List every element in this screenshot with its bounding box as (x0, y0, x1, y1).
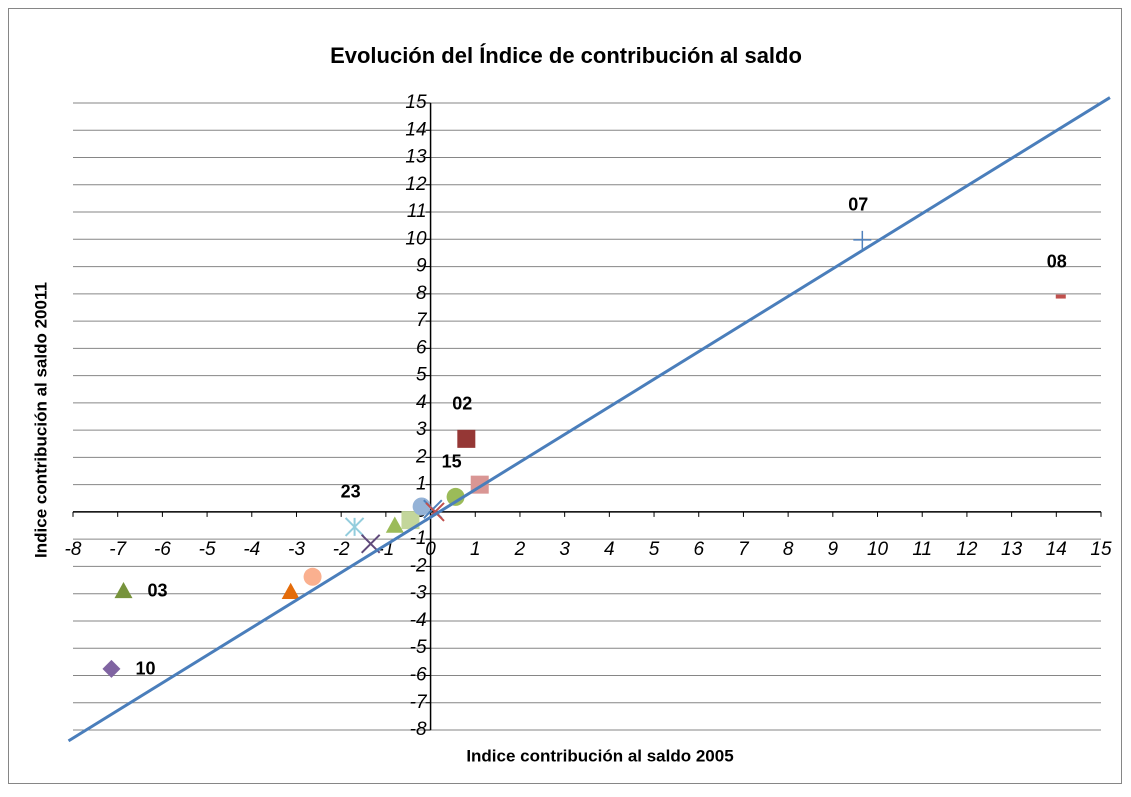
x-tick-label: 3 (559, 539, 570, 560)
y-tick-label: -7 (410, 692, 428, 713)
point-label: 03 (148, 581, 168, 601)
point-label: 08 (1047, 251, 1067, 271)
x-axis-label: Indice contribución al saldo 2005 (466, 746, 733, 765)
y-tick-label: 13 (405, 147, 427, 168)
y-tick-label: 3 (416, 419, 427, 440)
y-tick-label: -8 (410, 719, 427, 740)
y-tick-label: 11 (407, 201, 427, 222)
x-tick-label: -7 (109, 539, 127, 560)
x-tick-label: -8 (65, 539, 82, 560)
x-tick-label: 15 (1090, 539, 1112, 560)
x-tick-label: -3 (288, 539, 305, 560)
y-tick-label: 5 (416, 365, 427, 386)
chart-border (8, 8, 1122, 784)
data-point (102, 659, 121, 678)
x-tick-label: -4 (243, 539, 260, 560)
data-point (114, 581, 133, 599)
data-point (853, 230, 872, 249)
data-point (344, 517, 365, 537)
y-tick-label: -3 (410, 583, 427, 604)
y-tick-label: 6 (416, 337, 427, 358)
x-tick-label: 14 (1046, 539, 1067, 560)
y-tick-label: 7 (416, 310, 428, 331)
y-tick-label: 12 (405, 174, 427, 195)
x-tick-label: 6 (693, 539, 704, 560)
y-tick-label: -4 (410, 610, 427, 631)
data-point (457, 429, 476, 448)
x-tick-label: 10 (867, 539, 889, 560)
y-tick-label: 10 (405, 228, 427, 249)
data-point (401, 511, 420, 530)
x-tick-label: -5 (199, 539, 216, 560)
y-tick-label: 8 (416, 283, 427, 304)
x-tick-label: 5 (649, 539, 660, 560)
x-tick-label: 1 (470, 539, 481, 560)
x-tick-label: 4 (604, 539, 615, 560)
x-tick-label: 9 (828, 539, 839, 560)
x-tick-label: 11 (912, 539, 932, 560)
x-tick-label: 12 (956, 539, 978, 560)
y-tick-label: 15 (405, 92, 427, 113)
data-point (281, 582, 300, 599)
x-tick-label: -6 (154, 539, 171, 560)
point-label: 07 (848, 195, 868, 215)
point-label: 10 (135, 659, 155, 679)
y-tick-label: -1 (410, 528, 427, 549)
y-axis-label: Indice contribución al saldo 20011 (31, 282, 50, 558)
trend-line (67, 96, 1111, 743)
x-tick-label: 2 (514, 539, 526, 560)
data-point (1055, 294, 1066, 299)
point-label: 15 (442, 452, 462, 472)
chart-title: Evolución del Índice de contribución al … (330, 43, 802, 68)
y-tick-label: 9 (416, 256, 427, 277)
data-point (446, 487, 465, 506)
point-label: 23 (341, 482, 361, 502)
data-point (385, 516, 404, 533)
x-tick-label: -2 (333, 539, 350, 560)
x-tick-label: -1 (377, 539, 394, 560)
y-tick-label: -2 (410, 555, 427, 576)
x-tick-label: 7 (738, 539, 750, 560)
y-tick-label: 1 (416, 474, 427, 495)
point-label: 02 (452, 394, 472, 414)
x-tick-label: 13 (1001, 539, 1023, 560)
data-point (303, 567, 322, 586)
y-tick-label: 14 (405, 119, 426, 140)
y-tick-label: -6 (410, 664, 427, 685)
y-tick-label: 2 (415, 446, 427, 467)
y-tick-label: -5 (410, 637, 427, 658)
y-tick-label: 4 (416, 392, 427, 413)
x-tick-label: 8 (783, 539, 794, 560)
